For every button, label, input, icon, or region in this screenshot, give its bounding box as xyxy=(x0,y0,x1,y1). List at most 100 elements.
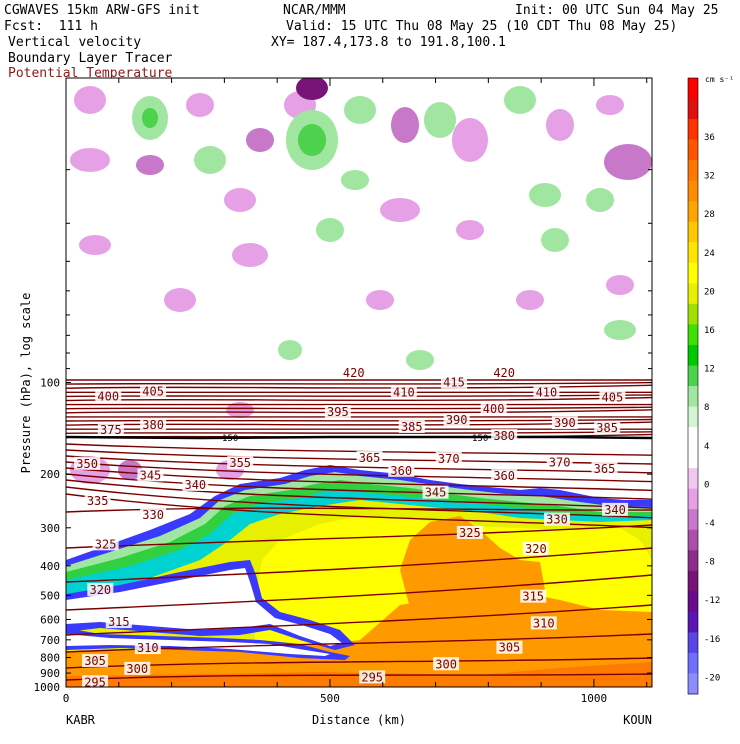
y-tick-label: 300 xyxy=(40,522,60,535)
x-tick-label: 1000 xyxy=(581,692,608,705)
tropopause-label-2: 150 xyxy=(472,434,488,444)
colorbar-swatch xyxy=(688,119,698,141)
colorbar-swatch xyxy=(688,78,698,100)
colorbar-swatch xyxy=(688,529,698,551)
w-blob xyxy=(366,290,394,310)
w-blob xyxy=(424,102,456,138)
colorbar-label: 28 xyxy=(704,210,715,220)
isentrope xyxy=(66,409,652,414)
theta-label-bg xyxy=(543,512,570,526)
isentrope xyxy=(66,461,652,483)
theta-label: 340 xyxy=(184,478,206,492)
theta-label: 380 xyxy=(142,418,164,432)
theta-label: 345 xyxy=(140,468,162,482)
theta-label: 410 xyxy=(536,386,558,400)
colorbar-label: 4 xyxy=(704,442,709,452)
theta-label: 400 xyxy=(483,402,505,416)
colorbar-label: -12 xyxy=(704,596,720,606)
theta-label-bg xyxy=(533,385,560,399)
isentrope xyxy=(66,406,652,410)
theta-label-bg xyxy=(324,405,351,419)
theta-label: 340 xyxy=(604,503,626,517)
header-field1: Vertical velocity xyxy=(8,35,142,50)
w-blob xyxy=(226,402,254,418)
colorbar-swatch xyxy=(688,303,698,325)
theta-label-bg xyxy=(137,468,164,482)
theta-label-bg xyxy=(496,640,523,654)
theta-label-bg xyxy=(74,456,101,470)
header-org: NCAR/MMM xyxy=(283,3,346,18)
theta-label: 305 xyxy=(84,654,106,668)
colorbar-swatch xyxy=(688,386,698,408)
colorbar-label: 12 xyxy=(704,365,715,375)
theta-label-bg xyxy=(491,365,518,379)
colorbar-swatch xyxy=(688,406,698,428)
colorbar-label: 32 xyxy=(704,172,715,182)
theta-label-bg xyxy=(95,389,122,403)
y-tick-label: 500 xyxy=(40,589,60,602)
colorbar-unit: cm s⁻¹ xyxy=(705,75,734,84)
theta-label-bg xyxy=(435,451,462,465)
w-blob xyxy=(391,107,419,143)
theta-label: 380 xyxy=(493,429,515,443)
isentrope xyxy=(66,418,652,422)
theta-label: 320 xyxy=(525,542,547,556)
theta-label-bg xyxy=(422,485,449,499)
header-init: Init: 00 UTC Sun 04 May 25 xyxy=(515,3,719,18)
theta-label-bg xyxy=(227,456,254,470)
y-tick-label: 1000 xyxy=(34,681,61,694)
theta-label: 395 xyxy=(327,405,349,419)
w-blob xyxy=(298,124,326,156)
theta-label: 305 xyxy=(499,641,521,655)
isentrope xyxy=(66,574,652,611)
w-blob xyxy=(504,86,536,114)
w-blob xyxy=(606,275,634,295)
theta-label: 300 xyxy=(435,657,457,671)
colorbar-swatch xyxy=(688,283,698,305)
colorbar-swatch xyxy=(688,652,698,674)
header-fcst: Fcst: 111 h xyxy=(4,19,98,34)
theta-label-bg xyxy=(491,469,518,483)
x-axis: 0 500 1000 xyxy=(63,78,648,705)
theta-label-bg xyxy=(546,455,573,469)
header-model: CGWAVES 15km ARW-GFS init xyxy=(4,3,200,18)
theta-label: 355 xyxy=(229,456,251,470)
theta-label-bg xyxy=(388,463,415,477)
theta-label: 360 xyxy=(390,464,412,478)
w-blob xyxy=(529,183,561,207)
w-blob xyxy=(596,95,624,115)
colorbar-label: -16 xyxy=(704,635,720,645)
colorbar-swatch xyxy=(688,344,698,366)
w-blob xyxy=(164,288,196,312)
theta-label-bg xyxy=(522,541,549,555)
y-tick-label: 900 xyxy=(40,667,60,680)
x-tick-label: 0 xyxy=(63,692,70,705)
colorbar-label: 8 xyxy=(704,403,709,413)
theta-label: 320 xyxy=(89,583,111,597)
y-tick-label: 800 xyxy=(40,651,60,664)
theta-labels: 420 420 415 410 410 405 405 400 400 395 390 390 385 3… xyxy=(74,365,629,687)
theta-label-bg xyxy=(433,657,460,671)
w-blob xyxy=(232,243,268,267)
isentrope xyxy=(66,455,652,474)
theta-label: 310 xyxy=(533,616,555,630)
theta-label-bg xyxy=(140,384,167,398)
theta-label: 315 xyxy=(108,615,130,629)
header-valid: Valid: 15 UTC Thu 08 May 25 (10 CDT Thu … xyxy=(286,19,678,34)
w-blob xyxy=(136,155,164,175)
header-xy: XY= 187.4,173.8 to 191.8,100.1 xyxy=(271,35,506,50)
theta-label-bg xyxy=(599,390,626,404)
w-blob xyxy=(246,128,274,152)
y-tick-label: 400 xyxy=(40,560,60,573)
theta-label: 300 xyxy=(126,662,148,676)
theta-label-bg xyxy=(340,365,367,379)
theta-label-bg xyxy=(390,385,417,399)
colorbar-label: -8 xyxy=(704,558,715,568)
theta-label: 350 xyxy=(76,457,98,471)
colorbar-swatch xyxy=(688,673,698,695)
colorbar-frame xyxy=(687,77,699,695)
theta-label-bg xyxy=(82,654,109,668)
isentrope xyxy=(66,431,652,434)
w-blob xyxy=(79,235,111,255)
colorbar-swatch xyxy=(688,180,698,202)
